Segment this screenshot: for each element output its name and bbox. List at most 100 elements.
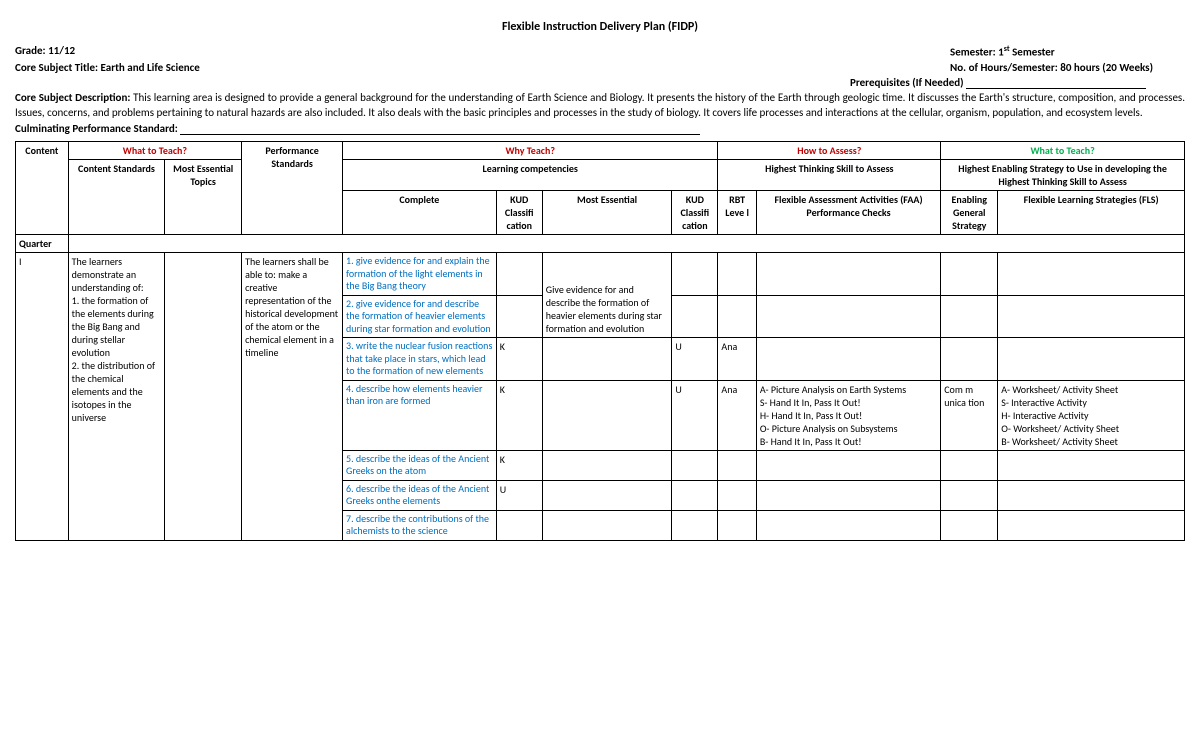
culm-label: Culminating Performance Standard: (15, 122, 178, 135)
td-perf-standards: The learners shall be able to: make a cr… (242, 253, 343, 541)
td-faa3 (756, 338, 940, 381)
td-fls2 (998, 295, 1185, 338)
header-row-3: Prerequisites (If Needed) (15, 76, 1185, 89)
th-kud: KUD Classifi cation (496, 191, 542, 235)
th-how-assess: How to Assess? (718, 142, 941, 160)
th-faa: Flexible Assessment Activities (FAA) Per… (756, 191, 940, 235)
td-en2 (941, 295, 998, 338)
subject-title-label: Core Subject Title: (15, 61, 98, 74)
td-c3: 3. write the nuclear fusion reactions th… (343, 338, 497, 381)
td-k3: K (496, 338, 542, 381)
hours-value: 80 hours (20 Weeks) (1060, 61, 1153, 74)
td-rbt1 (718, 253, 756, 296)
th-fls: Flexible Learning Strategies (FLS) (998, 191, 1185, 235)
desc-value: This learning area is designed to provid… (15, 91, 1185, 119)
td-c5: 5. describe the ideas of the Ancient Gre… (343, 450, 497, 480)
td-rbt2 (718, 295, 756, 338)
td-k1 (496, 253, 542, 296)
td-rbt6 (718, 480, 756, 510)
td-rbt3: Ana (718, 338, 756, 381)
hours-label: No. of Hours/Semester: (950, 61, 1058, 74)
td-kudme2 (672, 295, 718, 338)
prereq-label: Prerequisites (If Needed) (850, 76, 964, 89)
grade-value: 11/12 (48, 44, 75, 57)
td-fls7 (998, 510, 1185, 540)
td-en1 (941, 253, 998, 296)
td-faa6 (756, 480, 940, 510)
td-k4: K (496, 380, 542, 450)
core-subject-description: Core Subject Description: This learning … (15, 91, 1185, 121)
td-en7 (941, 510, 998, 540)
th-learning-comp: Learning competencies (343, 160, 718, 191)
th-enabling: Enabling General Strategy (941, 191, 998, 235)
th-quarter-span (68, 235, 1184, 253)
subject-title-value: Earth and Life Science (101, 61, 200, 74)
th-highest-enabling: Highest Enabling Strategy to Use in deve… (941, 160, 1185, 191)
td-met (165, 253, 242, 541)
header-row-2: Core Subject Title: Earth and Life Scien… (15, 61, 1185, 74)
th-what-teach2: What to Teach? (941, 142, 1185, 160)
td-faa7 (756, 510, 940, 540)
td-kudme1 (672, 253, 718, 296)
td-rbt7 (718, 510, 756, 540)
td-me4 (542, 380, 672, 450)
td-kudme7 (672, 510, 718, 540)
culminating-row: Culminating Performance Standard: (15, 122, 1185, 135)
th-content: Content (16, 142, 69, 235)
td-k7 (496, 510, 542, 540)
td-c6: 6. describe the ideas of the Ancient Gre… (343, 480, 497, 510)
th-highest-thinking: Highest Thinking Skill to Assess (718, 160, 941, 191)
td-me3 (542, 338, 672, 381)
td-me5 (542, 450, 672, 480)
td-kudme6 (672, 480, 718, 510)
th-why-teach: Why Teach? (343, 142, 718, 160)
td-kudme4: U (672, 380, 718, 450)
td-en6 (941, 480, 998, 510)
td-k2 (496, 295, 542, 338)
td-k6: U (496, 480, 542, 510)
td-fls5 (998, 450, 1185, 480)
td-en4: Com m unica tion (941, 380, 998, 450)
td-fls1 (998, 253, 1185, 296)
grade-label: Grade: (15, 44, 46, 57)
td-kudme3: U (672, 338, 718, 381)
td-c4: 4. describe how elements heavier than ir… (343, 380, 497, 450)
th-kud2: KUD Classifi cation (672, 191, 718, 235)
th-most-essential: Most Essential (542, 191, 672, 235)
td-k5: K (496, 450, 542, 480)
td-fls6 (998, 480, 1185, 510)
culm-blank (180, 124, 700, 135)
td-faa4: A- Picture Analysis on Earth Systems S- … (756, 380, 940, 450)
td-me7 (542, 510, 672, 540)
document-title: Flexible Instruction Delivery Plan (FIDP… (15, 20, 1185, 34)
th-content-standards: Content Standards (68, 160, 165, 235)
td-c1: 1. give evidence for and explain the for… (343, 253, 497, 296)
td-faa2 (756, 295, 940, 338)
td-me6 (542, 480, 672, 510)
header-row-1: Grade: 11/12 Semester: 1st Semester (15, 44, 1185, 59)
td-fls3 (998, 338, 1185, 381)
td-fls4: A- Worksheet/ Activity Sheet S- Interact… (998, 380, 1185, 450)
desc-label: Core Subject Description: (15, 91, 130, 104)
semester-label: Semester: (950, 46, 996, 59)
td-en3 (941, 338, 998, 381)
th-most-essential-topics: Most Essential Topics (165, 160, 242, 235)
td-c2: 2. give evidence for and describe the fo… (343, 295, 497, 338)
th-perf-standards: Performance Standards (242, 142, 343, 235)
td-content-standards: The learners demonstrate an understandin… (68, 253, 165, 541)
td-rbt4: Ana (718, 380, 756, 450)
th-complete: Complete (343, 191, 497, 235)
td-faa1 (756, 253, 940, 296)
td-rbt5 (718, 450, 756, 480)
td-faa5 (756, 450, 940, 480)
td-me2: Give evidence for and describe the forma… (542, 253, 672, 338)
semester-tail: Semester (1010, 46, 1055, 59)
prereq-blank (966, 78, 1146, 89)
th-what-teach: What to Teach? (68, 142, 241, 160)
td-quarter: I (16, 253, 69, 541)
th-rbt: RBT Leve l (718, 191, 756, 235)
td-kudme5 (672, 450, 718, 480)
td-en5 (941, 450, 998, 480)
th-quarter: Quarter (16, 235, 69, 253)
td-c7: 7. describe the contributions of the alc… (343, 510, 497, 540)
